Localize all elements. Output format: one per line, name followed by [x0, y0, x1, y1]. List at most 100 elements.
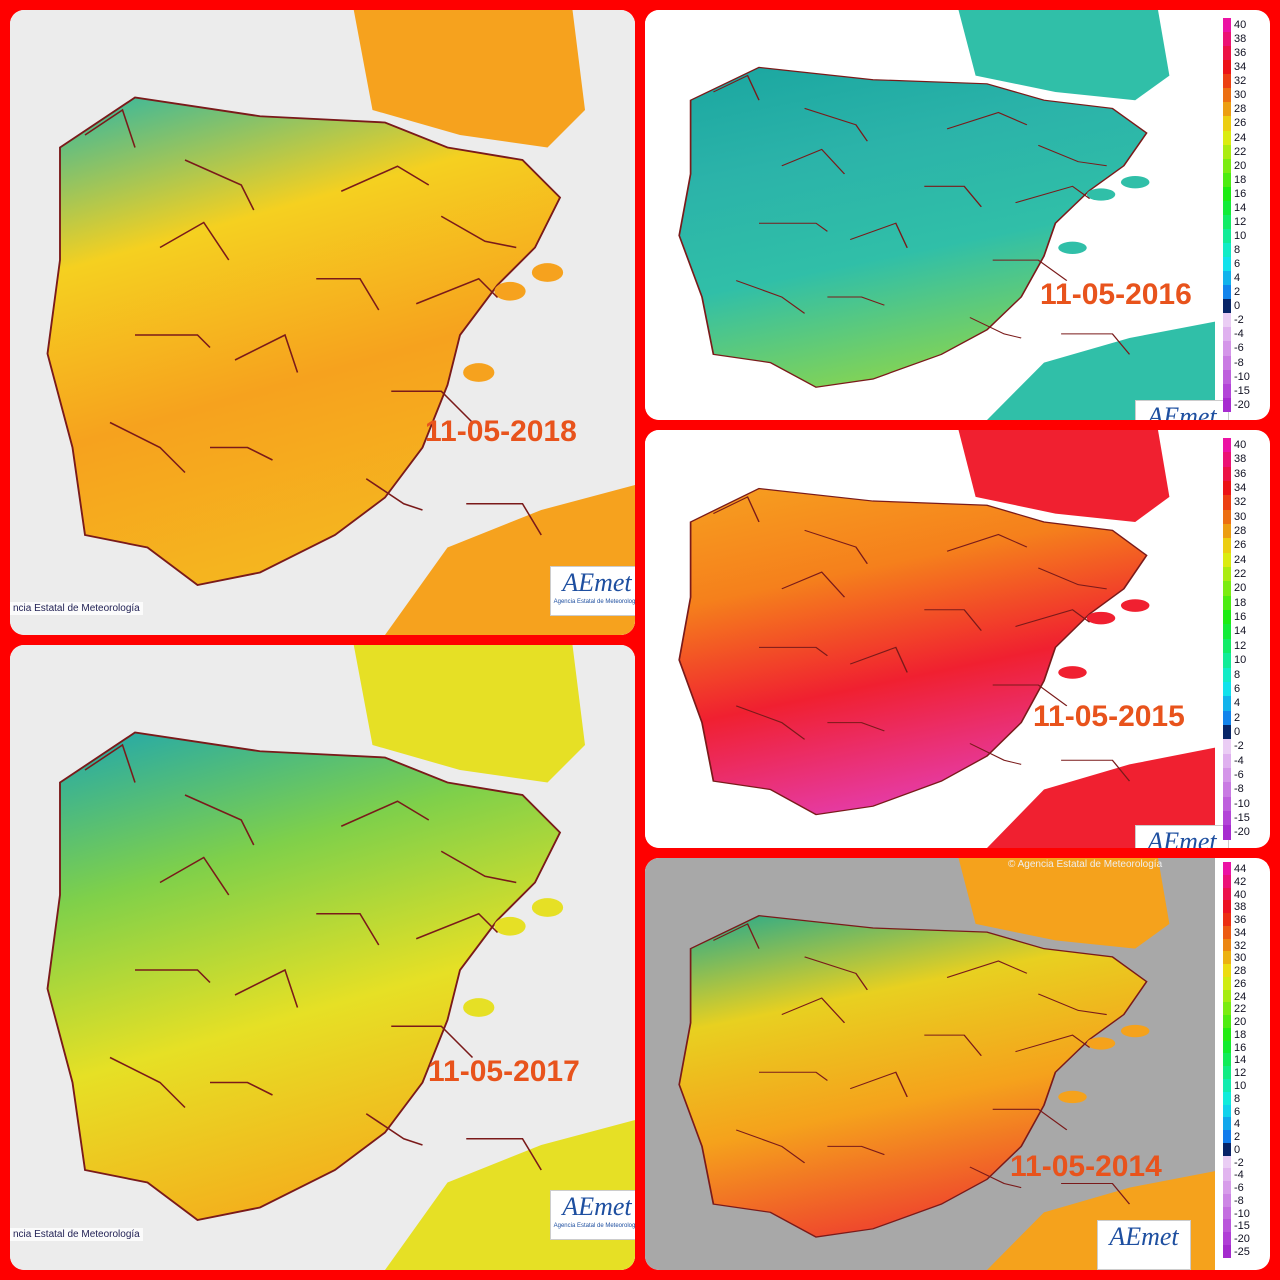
legend-row: -10 — [1223, 796, 1267, 811]
legend-swatch — [1223, 874, 1231, 888]
province-border — [316, 277, 380, 311]
legend-row: 8 — [1223, 243, 1267, 258]
province-border — [969, 317, 1022, 339]
legend-swatch — [1223, 144, 1231, 159]
legend-swatch — [1223, 186, 1231, 201]
date-label: 11-05-2014 — [1010, 1150, 1162, 1183]
legend-row: 40 — [1223, 18, 1267, 33]
legend-row: 18 — [1223, 595, 1267, 611]
province-border — [340, 165, 430, 192]
province-border — [415, 912, 499, 940]
legend-swatch — [1223, 116, 1231, 131]
legend-swatch — [1223, 383, 1231, 398]
legend-swatch — [1223, 257, 1231, 272]
legend-row: 34 — [1223, 60, 1267, 75]
map-panel: 11-05-2017 ncia Estatal de Meteorología AE… — [10, 645, 635, 1270]
legend-swatch — [1223, 913, 1231, 926]
province-border — [135, 334, 211, 349]
legend-row: -15 — [1223, 383, 1267, 398]
island — [463, 998, 495, 1017]
province-border — [969, 1166, 1022, 1189]
legend-label: -2 — [1234, 314, 1244, 327]
legend-swatch — [1223, 74, 1231, 89]
map — [645, 430, 1215, 848]
legend-row: 22 — [1223, 1002, 1267, 1015]
legend-swatch — [1223, 1130, 1231, 1143]
legend-swatch — [1223, 355, 1231, 370]
island — [1058, 1090, 1087, 1104]
legend-row: 6 — [1223, 257, 1267, 272]
legend-label: 22 — [1234, 1003, 1247, 1016]
legend-row: 32 — [1223, 495, 1267, 510]
legend-swatch — [1223, 696, 1231, 711]
legend-swatch — [1223, 495, 1231, 510]
legend-label: 10 — [1234, 654, 1247, 667]
africa — [987, 321, 1215, 420]
date-label: 11-05-2018 — [425, 415, 577, 448]
legend-row: -8 — [1223, 782, 1267, 797]
province-border — [135, 969, 211, 984]
legend-label: 30 — [1234, 952, 1247, 965]
credit: ncia Estatal de Meteorología — [10, 1228, 143, 1241]
legend-swatch — [1223, 667, 1231, 682]
legend-row: 30 — [1223, 509, 1267, 525]
legend-swatch — [1223, 228, 1231, 243]
legend-label: -8 — [1234, 783, 1244, 796]
legend-swatch — [1223, 951, 1231, 965]
legend-swatch — [1223, 810, 1231, 826]
province-border — [1037, 993, 1107, 1016]
legend-label: 2 — [1234, 711, 1241, 724]
legend-row: -20 — [1223, 825, 1267, 840]
legend-label: 18 — [1234, 173, 1247, 186]
legend-swatch — [1223, 1091, 1231, 1105]
legend-row: -2 — [1223, 739, 1267, 754]
legend-label: 12 — [1234, 215, 1247, 228]
legend-label: 16 — [1234, 1041, 1247, 1054]
legend-label: 4 — [1234, 272, 1241, 285]
legend-row: -10 — [1223, 1206, 1267, 1220]
legend-label: -25 — [1234, 1245, 1250, 1258]
legend-label: 40 — [1234, 888, 1247, 901]
legend-row: 4 — [1223, 271, 1267, 286]
legend-swatch — [1223, 60, 1231, 75]
legend-row: -8 — [1223, 1193, 1267, 1207]
province-border — [1061, 759, 1131, 782]
legend-swatch — [1223, 753, 1231, 768]
legend-label: 32 — [1234, 496, 1247, 509]
legend-swatch — [1223, 681, 1231, 697]
legend-label: 6 — [1234, 258, 1241, 271]
legend-label: 36 — [1234, 467, 1247, 480]
logo-text: AEmet — [562, 568, 632, 597]
legend-label: -4 — [1234, 1169, 1244, 1182]
legend-row: 0 — [1223, 1142, 1267, 1156]
legend-swatch — [1223, 1206, 1231, 1220]
legend-label: -8 — [1234, 1194, 1244, 1207]
legend-row: 2 — [1223, 1130, 1267, 1143]
province-border — [365, 478, 423, 511]
legend-swatch — [1223, 538, 1231, 553]
legend-swatch — [1223, 1053, 1231, 1067]
legend-swatch — [1223, 466, 1231, 482]
province-border — [1037, 567, 1107, 590]
island — [1120, 1024, 1150, 1038]
legend-label: 40 — [1234, 439, 1247, 451]
legend-row: 30 — [1223, 951, 1267, 964]
legend-swatch — [1223, 46, 1231, 61]
legend-row: 18 — [1223, 172, 1267, 187]
province-border — [159, 856, 230, 896]
date-label: 11-05-2015 — [1033, 700, 1185, 733]
province-border — [234, 333, 299, 373]
logo: AEmet — [1135, 400, 1229, 420]
legend-row: 12 — [1223, 214, 1267, 229]
legend-row: 34 — [1223, 481, 1267, 496]
legend-row: 0 — [1223, 724, 1267, 740]
legend-label: 4 — [1234, 697, 1241, 710]
province-border — [804, 956, 868, 991]
legend-row: -20 — [1223, 1232, 1267, 1245]
legend-swatch — [1223, 862, 1231, 875]
legend-swatch — [1223, 1117, 1231, 1131]
legend-label: 30 — [1234, 89, 1247, 102]
legend-label: -2 — [1234, 1156, 1244, 1169]
legend-swatch — [1223, 739, 1231, 754]
legend-row: 36 — [1223, 466, 1267, 482]
